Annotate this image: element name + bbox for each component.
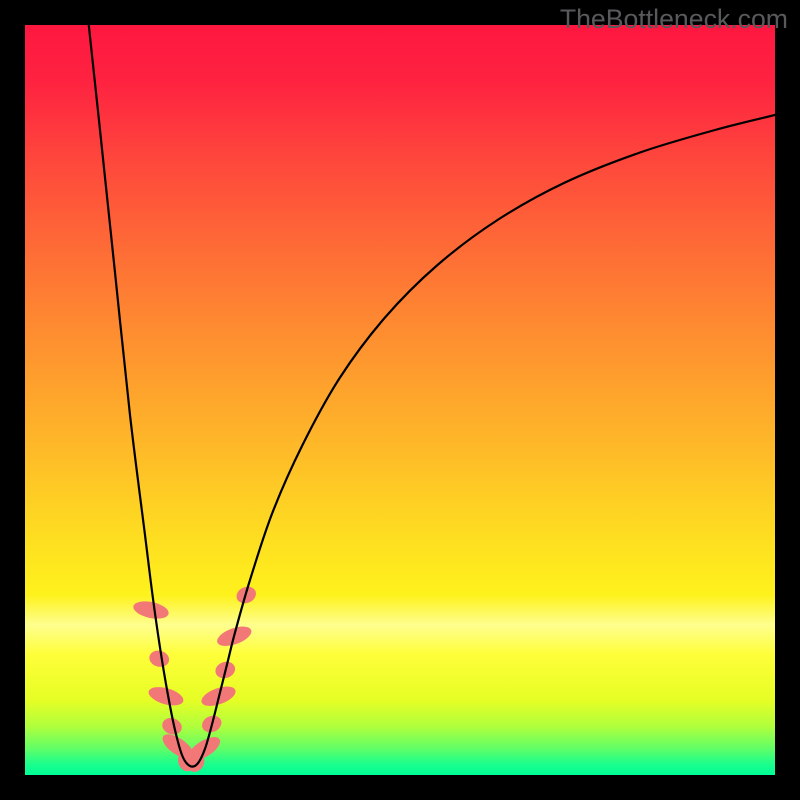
chart-svg <box>25 25 775 775</box>
chart-frame: TheBottleneck.com <box>0 0 800 800</box>
watermark-text: TheBottleneck.com <box>560 4 788 35</box>
plot-area <box>25 25 775 775</box>
gradient-background <box>25 25 775 775</box>
